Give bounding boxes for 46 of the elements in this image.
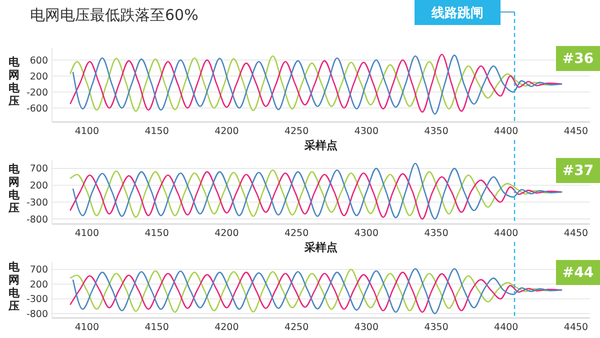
x-tick-label: 4150 <box>144 322 169 333</box>
x-tick-label: 4150 <box>144 228 169 239</box>
ref-line-label: 线路跳闸 <box>430 6 484 21</box>
y-tick-label: 200 <box>30 180 48 192</box>
x-tick-label: 4100 <box>74 228 100 239</box>
y-tick-label: -300 <box>26 197 48 208</box>
y-tick-label: -600 <box>26 103 48 114</box>
x-tick-label: 4250 <box>284 228 309 239</box>
x-tick-label: 4300 <box>354 126 379 137</box>
x-tick-label: 4300 <box>354 228 379 239</box>
y-tick-label: -200 <box>26 87 48 98</box>
x-tick-label: 4200 <box>214 126 239 137</box>
y-tick-label: -800 <box>26 214 48 226</box>
y-tick-label: 200 <box>30 279 48 290</box>
chart-title: 电网电压最低跌落至60% <box>30 6 198 24</box>
x-tick-label: 4100 <box>74 126 100 137</box>
x-tick-label: 4200 <box>214 322 239 333</box>
y-tick-label: 700 <box>30 264 48 276</box>
annotation: #37 <box>562 163 594 179</box>
x-tick-label: 4400 <box>494 322 518 333</box>
x-tick-label: 4250 <box>284 126 309 137</box>
annotation: #44 <box>562 265 594 281</box>
x-axis-title: 采样点 <box>304 139 338 152</box>
y-tick-label: -300 <box>26 294 48 306</box>
x-tick-label: 4350 <box>424 126 448 137</box>
x-tick-label: 4100 <box>74 322 100 333</box>
y-tick-label: -800 <box>26 308 48 320</box>
x-tick-label: 4350 <box>424 322 448 333</box>
y-axis-title: 电网电压 <box>8 260 20 312</box>
y-tick-label: 600 <box>30 55 48 66</box>
y-tick-label: 200 <box>30 71 48 82</box>
x-tick-label: 4350 <box>424 228 448 239</box>
x-tick-label: 4250 <box>284 322 309 333</box>
y-axis-title: 电网电压 <box>8 56 20 108</box>
y-axis-title: 电网电压 <box>8 162 20 214</box>
x-axis-title: 采样点 <box>304 241 338 254</box>
annotation: #36 <box>562 51 594 67</box>
x-tick-label: 4450 <box>564 126 588 137</box>
x-tick-label: 4400 <box>494 228 518 239</box>
x-tick-label: 4450 <box>564 322 588 333</box>
x-tick-label: 4200 <box>214 228 239 239</box>
y-tick-label: 700 <box>30 164 48 175</box>
x-tick-label: 4450 <box>564 228 588 239</box>
x-tick-label: 4150 <box>144 126 169 137</box>
x-tick-label: 4400 <box>494 126 518 137</box>
x-tick-label: 4300 <box>354 322 379 333</box>
